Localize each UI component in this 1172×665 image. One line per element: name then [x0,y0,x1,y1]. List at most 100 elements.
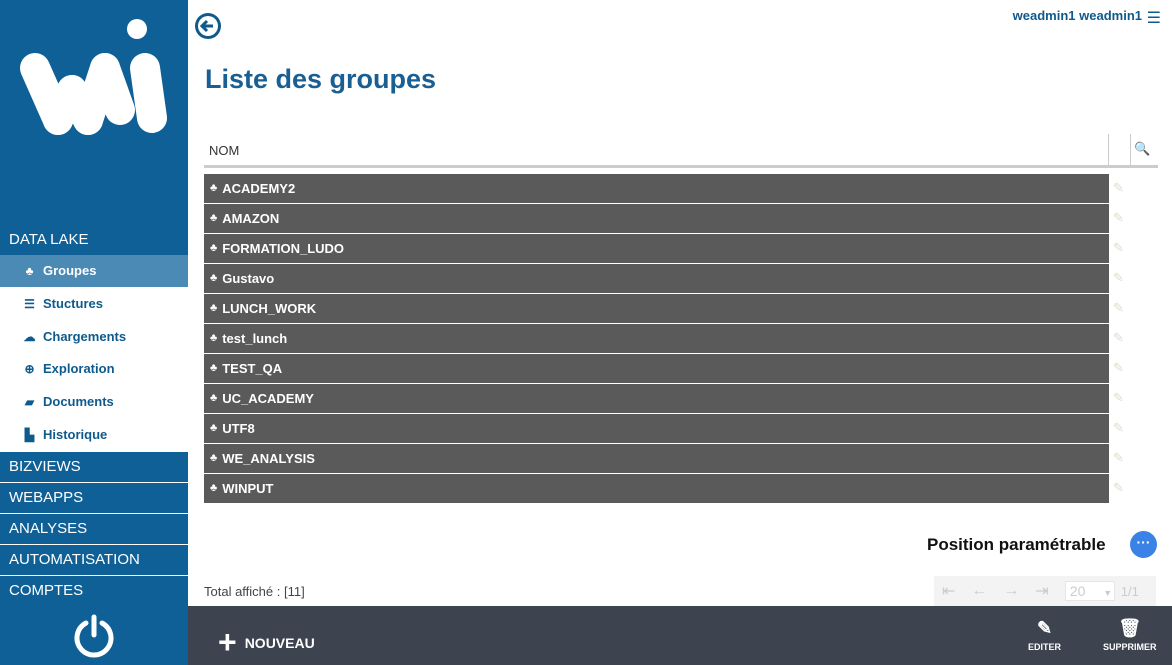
sitemap-icon: ♣ [210,302,218,314]
edit-row-pencil-icon[interactable]: ✎ [1113,300,1124,315]
table-row[interactable]: ♣ UTF8 [204,414,1109,443]
list-icon: ☰ [24,297,35,311]
table-row[interactable]: ♣ WINPUT [204,474,1109,503]
group-name: WINPUT [222,481,274,496]
table-row[interactable]: ♣ UC_ACADEMY [204,384,1109,413]
sitemap-icon: ♣ [210,182,218,194]
back-button[interactable] [194,12,222,45]
group-name: TEST_QA [222,361,283,376]
page-size-value: 20 [1069,583,1086,599]
group-name: LUNCH_WORK [222,301,317,316]
sidebar-item-label: Stuctures [43,296,103,311]
sidebar-item-groupes[interactable]: ♣ Groupes [0,255,188,287]
wei-logo-icon [20,19,167,135]
total-count: Total affiché : [11] [204,584,305,599]
cloud-upload-icon: ☁ [23,330,36,344]
sitemap-icon: ♣ [210,212,218,224]
sidebar-item-stuctures[interactable]: ☰ Stuctures [0,288,188,320]
group-name: Gustavo [222,271,275,286]
arrow-left-circle-icon [195,13,221,39]
sitemap-icon: ♣ [210,362,218,374]
next-page-icon[interactable]: → [1003,582,1020,599]
new-label: NOUVEAU [244,634,315,651]
edit-row-pencil-icon[interactable]: ✎ [1113,450,1124,465]
section-analyses[interactable]: ANALYSES [0,514,188,544]
table-row[interactable]: ♣ AMAZON [204,204,1109,233]
sidebar: DATA LAKE ♣ Groupes ☰ Stuctures ☁ Chargemen… [0,0,188,665]
sidebar-item-chargements[interactable]: ☁ Chargements [0,321,188,353]
table-row[interactable]: ♣ Gustavo [204,264,1109,293]
sitemap-icon: ♣ [210,272,218,284]
section-data-lake[interactable]: DATA LAKE [0,225,188,255]
position-label: Position paramétrable [927,535,1106,554]
edit-row-pencil-icon[interactable]: ✎ [1113,360,1124,375]
edit-row-pencil-icon[interactable]: ✎ [1113,390,1124,405]
section-webapps[interactable]: WEBAPPS [0,483,188,513]
edit-row-pencil-icon[interactable]: ✎ [1113,240,1124,255]
column-nom[interactable]: NOM [209,143,240,158]
edit-row-pencil-icon[interactable]: ✎ [1113,270,1124,285]
prev-page-icon[interactable]: ← [971,582,988,599]
sitemap-icon: ♣ [210,332,218,344]
table-row[interactable]: ♣ LUNCH_WORK [204,294,1109,323]
group-name: test_lunch [222,331,288,346]
chat-bubble-icon[interactable]: ··· [1130,531,1157,558]
table-header: NOM 🔍 [204,134,1158,168]
search-icon[interactable]: 🔍 [1134,141,1151,156]
logo [0,0,188,228]
power-icon [74,614,114,657]
first-page-icon[interactable]: ⇤ [942,583,956,600]
sidebar-item-exploration[interactable]: ⊕ Exploration [0,353,188,385]
edit-button[interactable]: ✎ EDITER [1028,618,1061,652]
logout-button[interactable] [0,606,188,665]
section-bizviews[interactable]: BIZVIEWS [0,452,188,482]
sidebar-item-documents[interactable]: ▰ Documents [0,386,188,418]
group-name: UTF8 [222,421,255,436]
group-name: AMAZON [222,211,280,226]
table-row[interactable]: ♣ ACADEMY2 [204,174,1109,203]
group-name: ACADEMY2 [222,181,296,196]
menu-icon[interactable]: ☰ [1146,10,1161,27]
action-bar: + NOUVEAU ✎ EDITER 🗑 SUPPRIMER [188,606,1172,665]
sitemap-icon: ♣ [210,482,218,494]
sitemap-icon: ♣ [210,392,218,404]
edit-row-pencil-icon[interactable]: ✎ [1113,420,1124,435]
sidebar-item-historique[interactable]: ▙ Historique [0,419,188,451]
section-automatisation[interactable]: AUTOMATISATION [0,545,188,575]
page-title: Liste des groupes [205,64,437,94]
page-size-select[interactable]: 20 ▼ [1064,581,1115,601]
edit-row-pencil-icon[interactable]: ✎ [1113,480,1124,495]
bar-chart-icon: ▙ [24,428,35,442]
table-row[interactable]: ♣ WE_ANALYSIS [204,444,1109,473]
pencil-icon: ✎ [1036,618,1053,638]
sidebar-item-label: Documents [43,394,114,409]
sitemap-icon: ♣ [210,242,218,254]
last-page-icon[interactable]: ⇥ [1035,583,1049,600]
search-plus-icon: ⊕ [24,362,35,376]
edit-row-pencil-icon[interactable]: ✎ [1113,330,1124,345]
table-row[interactable]: ♣ FORMATION_LUDO [204,234,1109,263]
sitemap-icon: ♣ [210,452,218,464]
page-indicator: 1/1 [1120,583,1139,599]
edit-row-pencil-icon[interactable]: ✎ [1113,180,1124,195]
new-button[interactable]: + NOUVEAU [218,624,315,661]
pagination: ⇤ ← → ⇥ 20 ▼ 1/1 [934,576,1156,606]
table-row[interactable]: ♣ TEST_QA [204,354,1109,383]
edit-label: EDITER [1028,642,1062,652]
group-name: WE_ANALYSIS [222,451,315,466]
table-row[interactable]: ♣ test_lunch [204,324,1109,353]
plus-icon: + [218,624,237,660]
user-name[interactable]: weadmin1 weadmin1 [1012,8,1142,23]
book-icon: ▰ [24,395,35,409]
sidebar-item-label: Exploration [43,361,115,376]
section-comptes[interactable]: COMPTES [0,576,188,606]
group-name: FORMATION_LUDO [222,241,345,256]
sitemap-icon: ♣ [210,422,218,434]
delete-button[interactable]: 🗑 SUPPRIMER [1103,618,1157,652]
sidebar-item-label: Groupes [43,263,97,278]
group-name: UC_ACADEMY [222,391,314,406]
delete-label: SUPPRIMER [1103,642,1157,652]
edit-row-pencil-icon[interactable]: ✎ [1113,210,1124,225]
sidebar-item-label: Historique [43,427,108,442]
sidebar-item-label: Chargements [43,329,127,344]
